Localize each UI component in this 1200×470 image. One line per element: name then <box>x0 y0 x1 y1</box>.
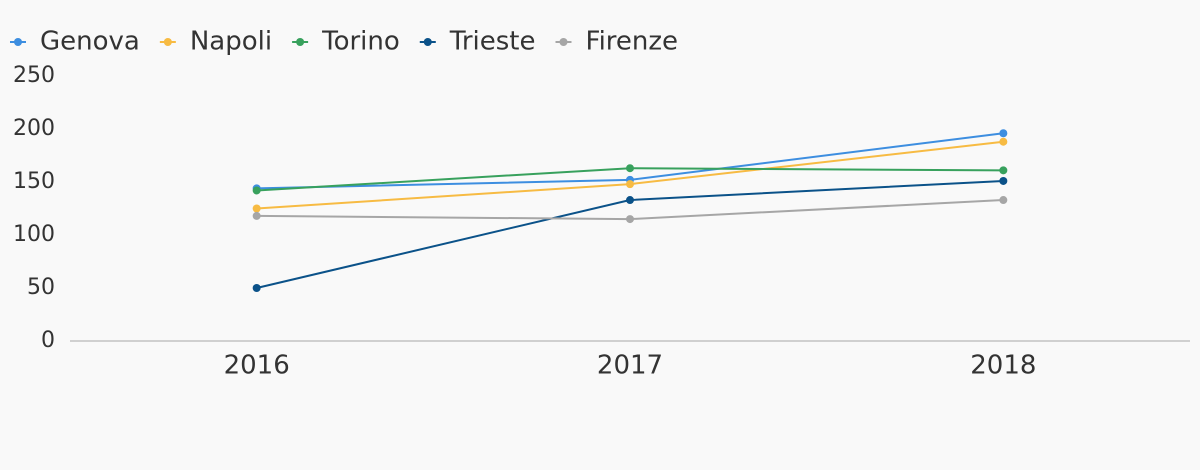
y-tick-label: 200 <box>13 116 55 141</box>
point <box>252 186 261 195</box>
y-tick-label: 50 <box>27 275 55 300</box>
point <box>626 215 634 224</box>
legend-marker <box>14 38 22 46</box>
point <box>999 196 1008 205</box>
legend-label: Trieste <box>449 27 536 57</box>
legend-label: Napoli <box>190 27 272 57</box>
point <box>626 180 634 189</box>
x-tick-label: 2018 <box>970 351 1036 381</box>
y-tick-label: 100 <box>13 222 55 247</box>
point <box>626 196 634 205</box>
point <box>626 164 634 173</box>
y-tick-label: 0 <box>41 328 55 353</box>
legend-marker <box>296 38 305 46</box>
legend-label: Genova <box>40 27 140 57</box>
point <box>999 137 1008 146</box>
point <box>999 166 1008 175</box>
point <box>999 176 1008 185</box>
point <box>999 129 1008 138</box>
legend-label: Firenze <box>586 27 679 57</box>
y-tick-label: 250 <box>13 63 55 88</box>
point <box>252 284 261 292</box>
legend-marker <box>423 38 432 46</box>
x-tick-label: 2017 <box>597 351 663 381</box>
y-tick-label: 150 <box>13 169 55 194</box>
legend-label: Torino <box>321 27 400 57</box>
legend-marker <box>163 38 172 46</box>
legend-marker <box>559 38 568 46</box>
point <box>252 204 261 213</box>
point <box>252 211 261 220</box>
x-tick-label: 2016 <box>224 351 290 381</box>
